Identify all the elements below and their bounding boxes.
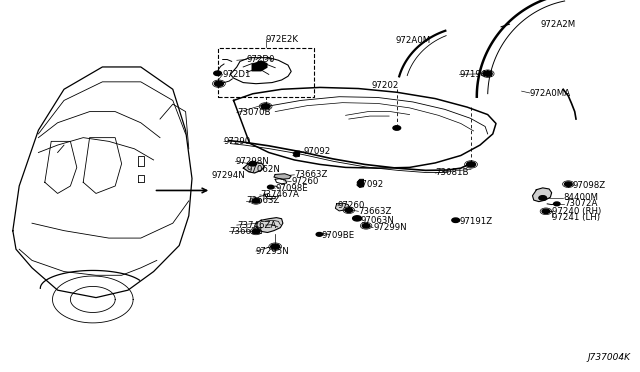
Text: 972D0: 972D0	[246, 55, 275, 64]
Text: 97260: 97260	[338, 201, 365, 210]
Text: 97290: 97290	[224, 137, 252, 146]
Polygon shape	[293, 151, 300, 157]
Text: 97298N: 97298N	[236, 157, 269, 166]
Circle shape	[539, 196, 547, 200]
Text: 737467A: 737467A	[260, 190, 299, 199]
Polygon shape	[274, 174, 291, 179]
Text: 73663Z: 73663Z	[358, 207, 392, 216]
Circle shape	[554, 202, 560, 206]
Circle shape	[353, 216, 362, 221]
Circle shape	[362, 224, 370, 228]
Text: 97062N: 97062N	[246, 165, 280, 174]
Text: 97098Z: 97098Z	[573, 181, 606, 190]
Text: 972A0M: 972A0M	[396, 36, 431, 45]
Circle shape	[214, 71, 221, 76]
Text: 73663Z: 73663Z	[294, 170, 328, 179]
Text: 972A2M: 972A2M	[541, 20, 576, 29]
Circle shape	[542, 209, 550, 214]
Circle shape	[345, 208, 353, 212]
Text: 972A0MA: 972A0MA	[530, 89, 571, 97]
Text: 73072A: 73072A	[564, 199, 598, 208]
Text: 97299N: 97299N	[373, 223, 407, 232]
Circle shape	[268, 185, 274, 189]
Circle shape	[252, 229, 260, 234]
Text: 97092: 97092	[356, 180, 384, 189]
Text: 73663Z: 73663Z	[246, 196, 280, 205]
Polygon shape	[256, 218, 283, 232]
Circle shape	[483, 71, 492, 76]
Circle shape	[452, 218, 460, 222]
Circle shape	[249, 161, 257, 166]
Polygon shape	[357, 179, 364, 187]
Text: 97240 (RH): 97240 (RH)	[552, 207, 601, 216]
Text: 97194N: 97194N	[460, 70, 493, 79]
Text: 97098E: 97098E	[275, 184, 308, 193]
Text: 97294N: 97294N	[211, 171, 245, 180]
Text: 73663Z: 73663Z	[229, 227, 262, 236]
Circle shape	[252, 199, 260, 203]
Circle shape	[564, 182, 572, 186]
Polygon shape	[532, 188, 552, 202]
Text: 73070B: 73070B	[237, 108, 270, 117]
Text: 97202: 97202	[371, 81, 399, 90]
Text: 972E2K: 972E2K	[266, 35, 299, 44]
Polygon shape	[252, 60, 268, 71]
Polygon shape	[243, 163, 264, 173]
Text: J737004K: J737004K	[588, 353, 630, 362]
Circle shape	[467, 162, 476, 167]
Circle shape	[261, 104, 270, 109]
Text: 84400M: 84400M	[563, 193, 598, 202]
Circle shape	[316, 232, 323, 236]
Circle shape	[271, 244, 280, 249]
Text: 972D1: 972D1	[223, 70, 252, 79]
Text: 97260: 97260	[291, 177, 319, 186]
Polygon shape	[335, 203, 349, 211]
Text: 97092: 97092	[304, 147, 332, 156]
Circle shape	[214, 81, 223, 86]
Text: 97241 (LH): 97241 (LH)	[552, 213, 600, 222]
Text: 73746ZA: 73746ZA	[237, 221, 276, 230]
Circle shape	[393, 126, 401, 130]
Text: 97063N: 97063N	[361, 216, 395, 225]
Text: 73081B: 73081B	[435, 169, 468, 177]
Text: 97191Z: 97191Z	[460, 217, 493, 226]
Text: 9709BE: 9709BE	[322, 231, 355, 240]
Text: 97295N: 97295N	[256, 247, 290, 256]
